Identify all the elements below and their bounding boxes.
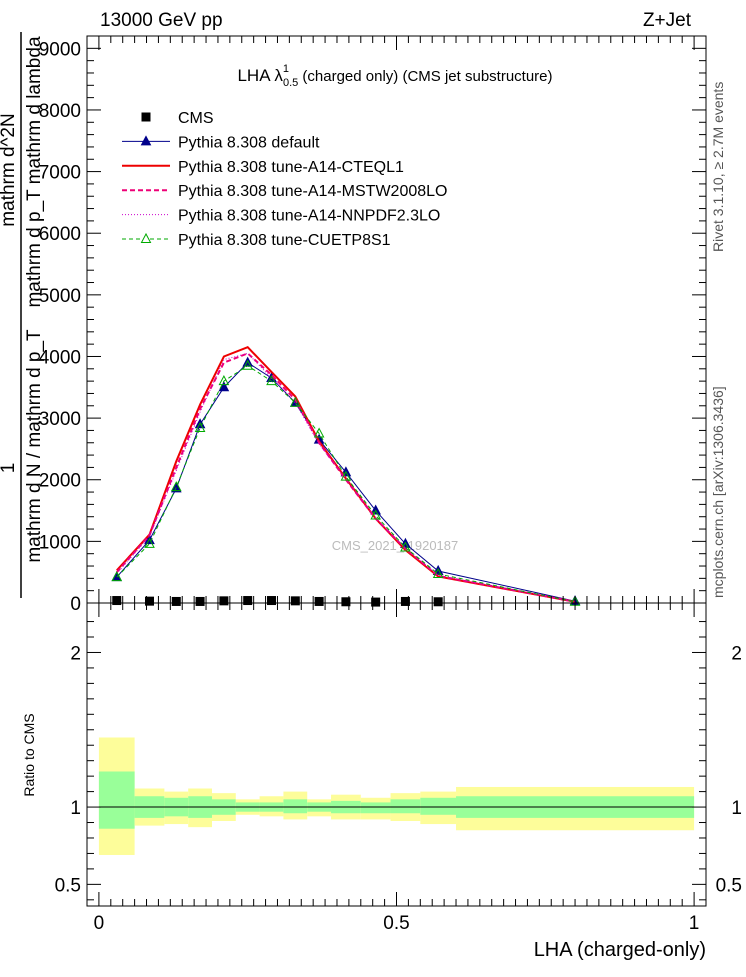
main-plot-panel: CMS_2021_I1920187 0 1000 2000 3000 4000 5000 6… [0, 32, 707, 615]
series-line-3 [116, 352, 576, 603]
cms-data-point [371, 597, 381, 607]
legend-label-cms: CMS [178, 110, 214, 127]
ratio-inner-band [283, 799, 308, 814]
main-title: LHA λ1 0.5 (charged only) (CMS jet substr… [237, 63, 552, 89]
ratio-y-label: Ratio to CMS [21, 713, 37, 796]
cms-data-point [112, 596, 122, 606]
x-tick-label: 0.5 [383, 913, 409, 934]
ratio-y-tick-label: 0.5 [55, 875, 81, 896]
cms-data-point [341, 597, 351, 607]
main-data-group [111, 346, 581, 607]
cms-data-point [314, 596, 324, 606]
rivet-label: Rivet 3.1.10, ≥ 2.7M events [710, 82, 726, 252]
series-line-4 [116, 365, 576, 603]
ratio-y-axis: 0.5 0.5 1 1 2 2 [55, 621, 742, 901]
legend-label-1: Pythia 8.308 tune-A14-CTEQL1 [178, 159, 404, 176]
mcplots-label: mcplots.cern.ch [arXiv:1306.3436] [710, 386, 726, 598]
legend-label-4: Pythia 8.308 tune-CUETP8S1 [178, 232, 391, 249]
main-y-tick-label: 7000 [39, 163, 81, 184]
series-marker-4 [432, 567, 444, 579]
x-tick-label: 0 [94, 913, 105, 934]
ratio-y-tick-label-right: 0.5 [716, 875, 742, 896]
cms-data-point [219, 596, 229, 606]
x-tick-label: 1 [689, 913, 700, 934]
main-y-tick-label: 4000 [39, 347, 81, 368]
series-marker-4 [194, 421, 206, 432]
cms-data-point [433, 597, 443, 607]
title-sup: 1 [283, 63, 289, 75]
title-sub: 0.5 [283, 77, 298, 89]
title-rest: (charged only) (CMS jet substructure) [298, 68, 552, 85]
cms-data-point [400, 596, 410, 606]
ratio-inner-band [390, 799, 421, 814]
ratio-inner-band [420, 797, 457, 815]
series-marker-4 [313, 427, 325, 438]
series-marker-4 [400, 541, 411, 552]
cms-data-point [144, 596, 154, 606]
ratio-y-tick-label: 2 [70, 643, 81, 664]
ylabel-numerator-1: 1 [0, 463, 19, 474]
legend-label-2: Pythia 8.308 tune-A14-MSTW2008LO [178, 183, 447, 200]
ratio-y-tick-label: 1 [70, 798, 81, 819]
main-y-tick-label: 2000 [39, 471, 81, 492]
cms-data-point [290, 596, 300, 606]
main-y-tick-label: 9000 [39, 39, 81, 60]
main-y-tick-label: 0 [70, 594, 81, 615]
x-axis-label: LHA (charged-only) [534, 939, 706, 961]
ratio-y-tick-label-right: 1 [731, 798, 742, 819]
ylabel-denominator-1: mathrm d N / mathrm d p_T [24, 329, 45, 563]
series-marker-4 [266, 375, 277, 386]
watermark: CMS_2021_I1920187 [332, 538, 459, 553]
main-x-ticks [98, 36, 695, 603]
main-y-tick-label: 1000 [39, 532, 81, 553]
legend-label-3: Pythia 8.308 tune-A14-NNPDF2.3LO [178, 208, 440, 225]
main-y-axis: 0 1000 2000 3000 4000 5000 6000 7000 8000 9000 [39, 35, 706, 615]
main-y-tick-label: 8000 [39, 101, 81, 122]
series-marker-4 [170, 481, 182, 492]
series-marker-4 [111, 571, 123, 582]
cms-data-point [195, 596, 205, 606]
ratio-bands [98, 737, 695, 855]
series-marker-4 [242, 359, 254, 370]
series-marker-4 [144, 537, 155, 548]
ylabel-denominator-2: mathrm d p_T mathrm d lambda [24, 36, 45, 307]
main-y-tick-label: 3000 [39, 409, 81, 430]
series-line-1 [116, 346, 576, 603]
header-left: 13000 GeV pp [100, 10, 223, 31]
main-y-label: 1 mathrm d N / mathrm d p_T mathrm d^2N … [0, 32, 45, 598]
cms-data-point [243, 596, 253, 606]
cms-data-point [267, 596, 277, 606]
series-marker-4 [370, 509, 381, 520]
series-line-0 [116, 361, 576, 602]
series-marker-4 [218, 375, 230, 386]
series-marker-0 [242, 356, 254, 367]
main-y-tick-label: 6000 [39, 224, 81, 245]
legend-marker-0 [140, 135, 152, 146]
legend: CMS Pythia 8.308 default Pythia 8.308 tune… [122, 110, 447, 249]
ratio-y-tick-label-right: 2 [731, 643, 742, 664]
title-main: LHA λ [237, 66, 283, 85]
series-marker-4 [340, 470, 352, 481]
legend-marker-cms [141, 112, 151, 122]
legend-marker-4 [140, 232, 152, 243]
main-y-tick-label: 5000 [39, 286, 81, 307]
ratio-inner-band [98, 771, 135, 829]
ratio-plot-panel: 0.5 0.51 12 2 0 0.5 1 Ratio to CMS LHA (charg… [21, 602, 742, 961]
ratio-frame [86, 602, 707, 907]
header-right: Z+Jet [643, 10, 692, 31]
ratio-x-axis: 0 0.5 1 [94, 603, 700, 934]
legend-label-0: Pythia 8.308 default [178, 134, 320, 151]
series-marker-4 [289, 396, 301, 407]
ylabel-numerator-2: mathrm d^2N [0, 113, 19, 226]
cms-data-point [171, 596, 181, 606]
ratio-inner-band [360, 802, 391, 814]
